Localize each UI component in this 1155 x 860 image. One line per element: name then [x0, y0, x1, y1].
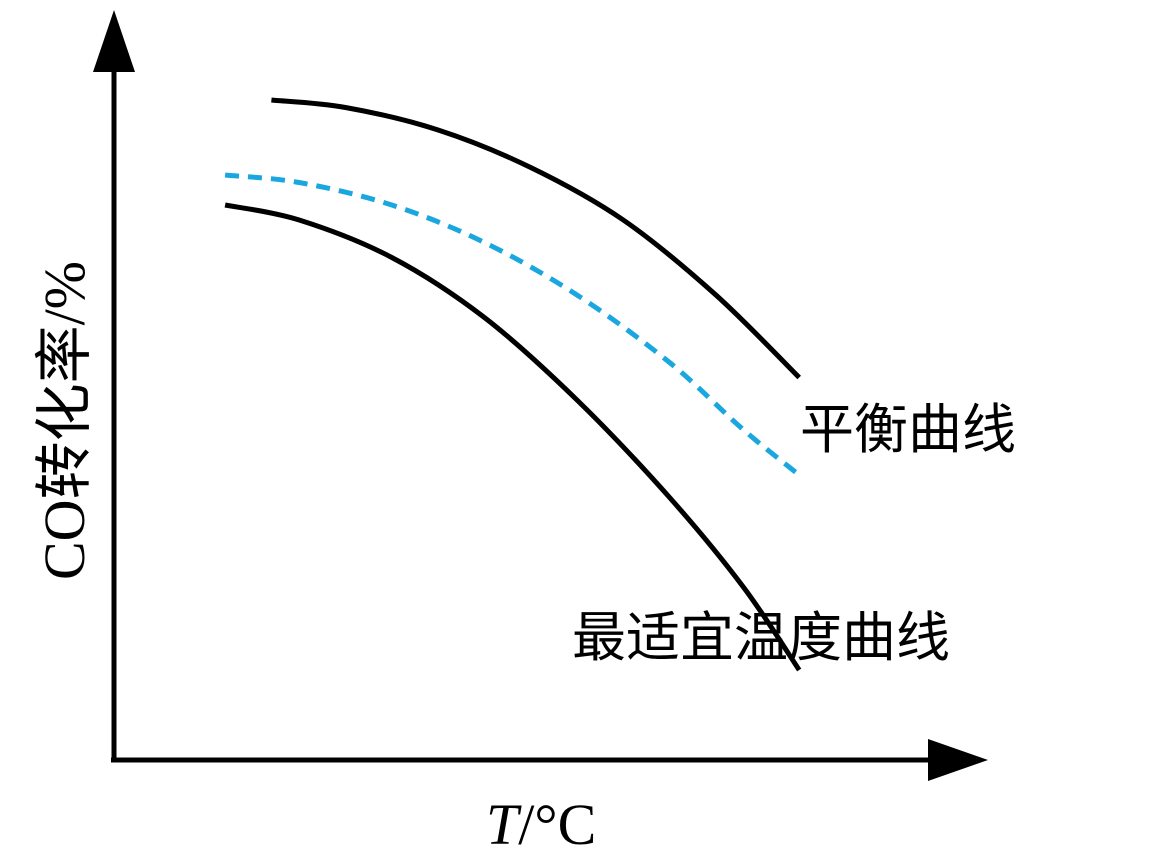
series-layer	[225, 100, 799, 670]
y-axis-arrow	[93, 10, 135, 72]
series-label-0: 平衡曲线	[800, 398, 1016, 461]
series-label-2: 最适宜温度曲线	[572, 606, 950, 669]
x-axis-label-variable: T	[486, 792, 522, 857]
series-line-1	[225, 175, 799, 475]
x-axis-arrow	[928, 739, 988, 781]
y-axis-label: CO转化率/%	[32, 261, 97, 580]
x-axis-label-unit: /°C	[518, 792, 596, 857]
x-axis-label: T/°C	[486, 792, 596, 857]
series-line-2	[225, 205, 799, 670]
